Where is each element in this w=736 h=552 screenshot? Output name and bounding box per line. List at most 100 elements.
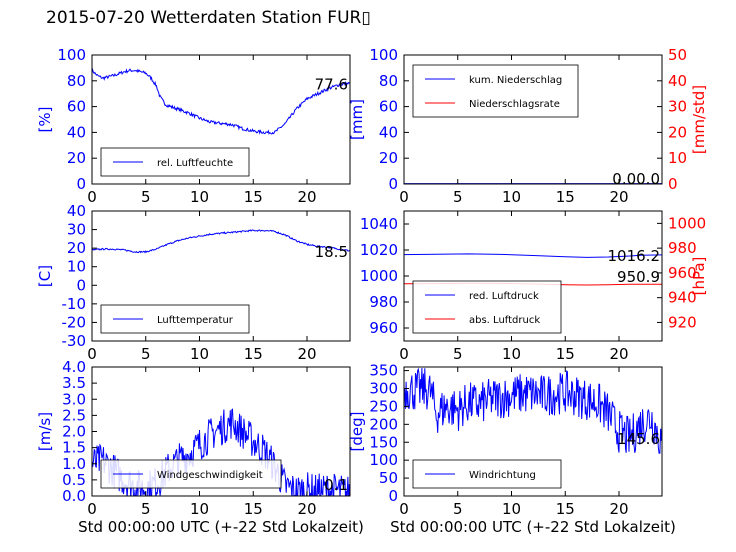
x-tick-label: 0 xyxy=(87,345,97,363)
y-axis-label: [%] xyxy=(36,107,54,133)
x-tick-label: 15 xyxy=(244,188,263,206)
y-tick-label: 80 xyxy=(379,72,398,90)
y-tick-label: 60 xyxy=(67,98,86,116)
y-tick-label: 60 xyxy=(379,98,398,116)
y-axis-label: [mm] xyxy=(348,99,366,140)
x-tick-label: 10 xyxy=(502,500,521,518)
legend-label: abs. Luftdruck xyxy=(469,315,540,326)
series-line-1 xyxy=(92,68,350,135)
x-tick-label: 15 xyxy=(556,188,575,206)
y-tick-label: 40 xyxy=(379,123,398,141)
legend-label: Windgeschwindigkeit xyxy=(157,470,263,481)
x-tick-label: 5 xyxy=(141,188,151,206)
y-tick-label: 0 xyxy=(76,175,86,193)
series-line-1 xyxy=(404,253,662,258)
y-axis-label: [C] xyxy=(36,265,54,287)
last-value-label: 0.00.0 xyxy=(612,170,660,188)
y2-tick-label: 960 xyxy=(668,264,697,282)
y2-tick-label: 980 xyxy=(668,239,697,257)
series-line-1 xyxy=(92,229,350,254)
chart-panel-4: 0 5 10 15 20 960 980 1000 1020 1040 920 940 960 980 10… xyxy=(360,210,708,363)
y-tick-label: 20 xyxy=(67,239,86,257)
y-tick-label: 4.0 xyxy=(62,358,86,376)
y-tick-label: 960 xyxy=(369,319,398,337)
legend: Windrichtung xyxy=(412,459,562,489)
y-tick-label: -20 xyxy=(62,313,87,331)
y-tick-label: 300 xyxy=(369,380,398,398)
x-tick-label: 0 xyxy=(399,500,409,518)
chart-panel-5: 0 5 10 15 20 0.00.51.01.52.02.53.03.54.0 [m/s]… xyxy=(36,358,364,536)
y-tick-label: 40 xyxy=(67,123,86,141)
y-tick-label: 20 xyxy=(67,149,86,167)
x-tick-label: 20 xyxy=(609,500,628,518)
x-tick-label: 15 xyxy=(244,500,263,518)
x-tick-label: 15 xyxy=(244,345,263,363)
chart-panel-3: 0 5 10 15 20-30-20-10010203040[C]18.5Lufttem… xyxy=(36,202,351,363)
legend: Windgeschwindigkeit xyxy=(100,459,282,489)
y-tick-label: 30 xyxy=(67,221,86,239)
legend-label: Niederschlagsrate xyxy=(469,99,560,110)
y2-tick-label: 10 xyxy=(668,149,687,167)
y-tick-label: 100 xyxy=(369,46,398,64)
x-tick-label: 10 xyxy=(502,188,521,206)
y-axis-label: [m/s] xyxy=(36,412,54,451)
y-tick-label: 0 xyxy=(388,487,398,505)
x-tick-label: 0 xyxy=(399,345,409,363)
y2-tick-label: 30 xyxy=(668,98,687,116)
y-tick-label: 100 xyxy=(57,46,86,64)
y-tick-label: 250 xyxy=(369,397,398,415)
series-line-1 xyxy=(92,408,350,496)
y-tick-label: 1040 xyxy=(360,215,398,233)
series-line-1 xyxy=(404,367,662,454)
last-value-label: 145.6 xyxy=(617,430,660,448)
y-axis-label: [deg] xyxy=(348,412,366,452)
x-tick-label: 5 xyxy=(141,345,151,363)
y-tick-label: 1.5 xyxy=(62,439,86,457)
y-tick-label: 3.5 xyxy=(62,374,86,392)
y-tick-label: 350 xyxy=(369,362,398,380)
legend-label: rel. Luftfeuchte xyxy=(157,158,233,169)
page-title: 2015-07-20 Wetterdaten Station FUR▯ xyxy=(46,8,371,28)
last-value-label: 77.6 xyxy=(315,75,348,93)
legend: rel. Luftfeuchte xyxy=(100,147,250,177)
y-tick-label: 1020 xyxy=(360,241,398,259)
x-axis-label: Std 00:00:00 UTC (+-22 Std Lokalzeit) xyxy=(390,518,676,536)
x-tick-label: 0 xyxy=(399,188,409,206)
y2-tick-label: 50 xyxy=(668,46,687,64)
y2-tick-label: 1000 xyxy=(668,214,706,232)
y-tick-label: 1.0 xyxy=(62,455,86,473)
y-tick-label: 3.0 xyxy=(62,390,86,408)
x-tick-label: 20 xyxy=(297,188,316,206)
y-tick-label: 50 xyxy=(379,469,398,487)
y2-tick-label: 940 xyxy=(668,289,697,307)
y-tick-label: 2.5 xyxy=(62,406,86,424)
plot-frame xyxy=(91,210,351,342)
x-tick-label: 0 xyxy=(87,188,97,206)
x-tick-label: 10 xyxy=(190,188,209,206)
x-axis-label: Std 00:00:00 UTC (+-22 Std Lokalzeit) xyxy=(78,518,364,536)
y-tick-label: 0 xyxy=(76,276,86,294)
legend-label: red. Luftdruck xyxy=(469,291,539,302)
y-tick-label: 100 xyxy=(369,451,398,469)
plot-frame xyxy=(403,366,663,497)
x-tick-label: 15 xyxy=(556,345,575,363)
legend-label: Windrichtung xyxy=(469,470,536,481)
y2-tick-label: 0 xyxy=(668,175,678,193)
x-tick-label: 5 xyxy=(453,188,463,206)
y-tick-label: -30 xyxy=(62,332,87,350)
x-tick-label: 15 xyxy=(556,500,575,518)
legend-label: Lufttemperatur xyxy=(157,315,234,326)
x-tick-label: 10 xyxy=(502,345,521,363)
y2-tick-label: 920 xyxy=(668,313,697,331)
last-value-label: 0.1 xyxy=(324,476,348,494)
x-tick-label: 5 xyxy=(453,345,463,363)
y-tick-label: 150 xyxy=(369,433,398,451)
x-tick-label: 5 xyxy=(453,500,463,518)
legend-box xyxy=(412,280,562,334)
y-tick-label: -10 xyxy=(62,295,87,313)
y-tick-label: 1000 xyxy=(360,267,398,285)
y-tick-label: 10 xyxy=(67,258,86,276)
y-tick-label: 0 xyxy=(388,175,398,193)
